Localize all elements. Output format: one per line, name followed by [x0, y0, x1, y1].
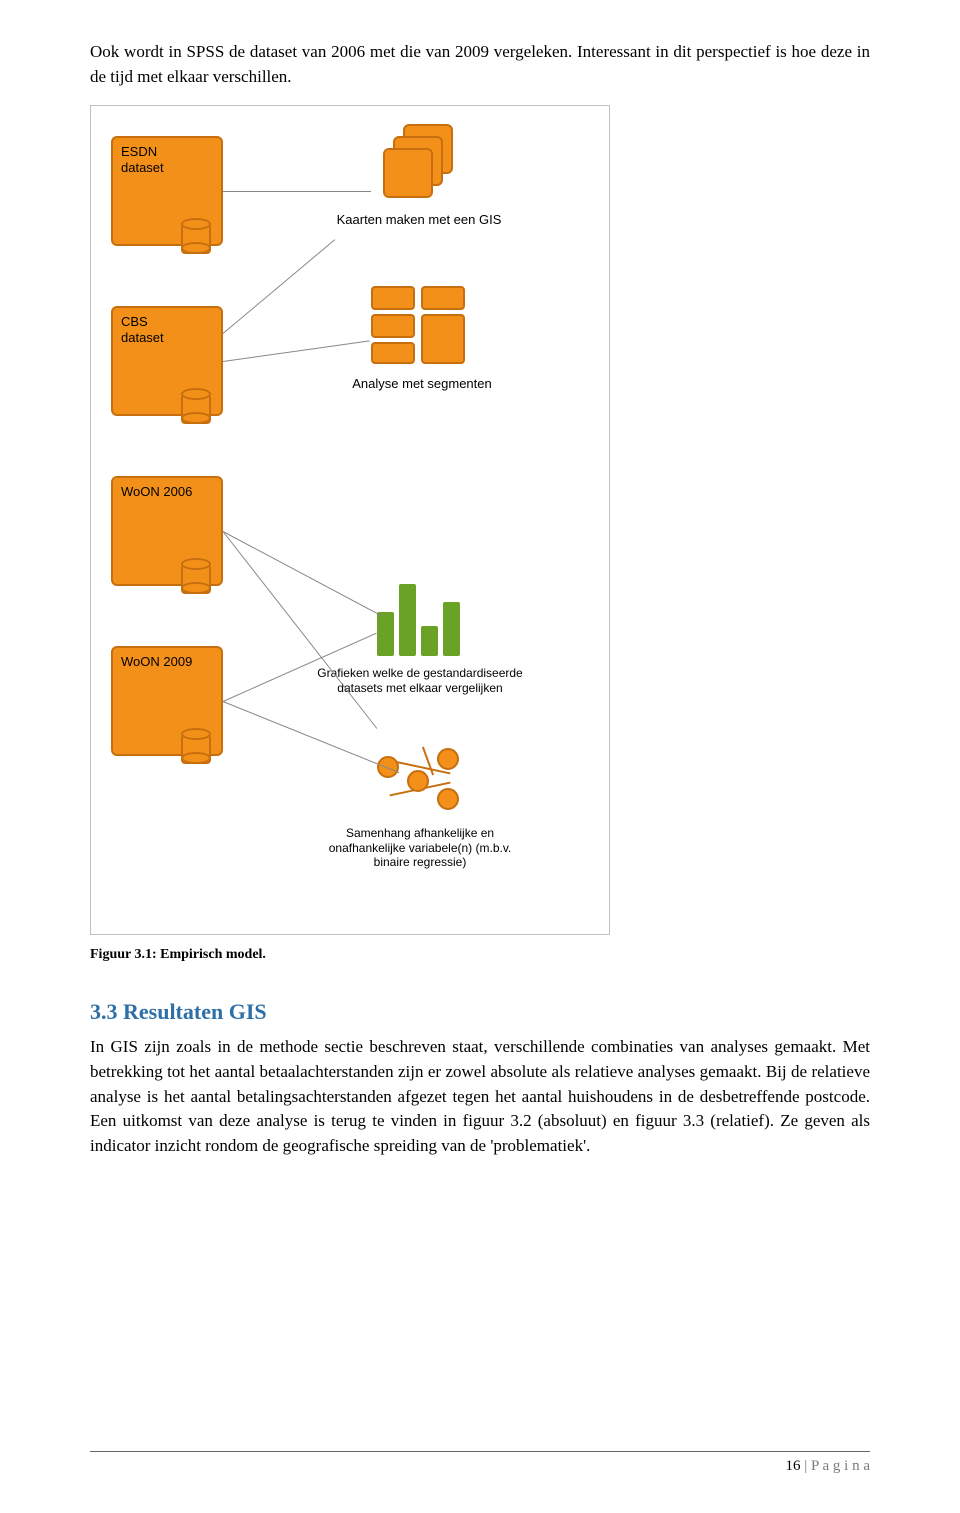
stack-icon	[383, 148, 433, 198]
connector	[223, 531, 378, 729]
connector	[223, 341, 370, 363]
cylinder-icon	[181, 218, 211, 254]
diagram-frame: ESDN dataset CBS dataset WoON 2006 WoON …	[90, 105, 610, 935]
cylinder-icon	[181, 728, 211, 764]
label-regression: Samenhang afhankelijke en onafhankelijke…	[311, 826, 529, 869]
label-charts: Grafieken welke de gestandardiseerde dat…	[309, 666, 531, 695]
body-paragraph: In GIS zijn zoals in de methode sectie b…	[90, 1035, 870, 1158]
segments-icon	[371, 286, 467, 366]
cylinder-icon	[181, 558, 211, 594]
card-woon2009: WoON 2009	[111, 646, 223, 756]
intro-paragraph: Ook wordt in SPSS de dataset van 2006 me…	[90, 40, 870, 89]
network-icon	[377, 746, 463, 816]
connector	[223, 531, 382, 616]
barchart-icon	[377, 576, 463, 656]
page-label: |	[804, 1458, 811, 1474]
connector	[223, 191, 371, 192]
card-woon2006: WoON 2006	[111, 476, 223, 586]
card-woon2006-label: WoON 2006	[121, 484, 192, 500]
page-word: P a g i n a	[811, 1458, 870, 1474]
card-woon2009-label: WoON 2009	[121, 654, 192, 670]
card-cbs-label: CBS dataset	[121, 314, 164, 345]
connector	[223, 240, 335, 335]
figure-caption: Figuur 3.1: Empirisch model.	[90, 947, 870, 963]
page-number: 16	[785, 1458, 800, 1474]
card-esdn-label: ESDN dataset	[121, 144, 164, 175]
card-esdn: ESDN dataset	[111, 136, 223, 246]
connector	[223, 701, 400, 773]
cylinder-icon	[181, 388, 211, 424]
section-heading: 3.3 Resultaten GIS	[90, 999, 870, 1025]
card-cbs: CBS dataset	[111, 306, 223, 416]
page-footer: 16 | P a g i n a	[90, 1451, 870, 1475]
label-segments: Analyse met segmenten	[337, 376, 507, 391]
label-gis: Kaarten maken met een GIS	[319, 212, 519, 227]
